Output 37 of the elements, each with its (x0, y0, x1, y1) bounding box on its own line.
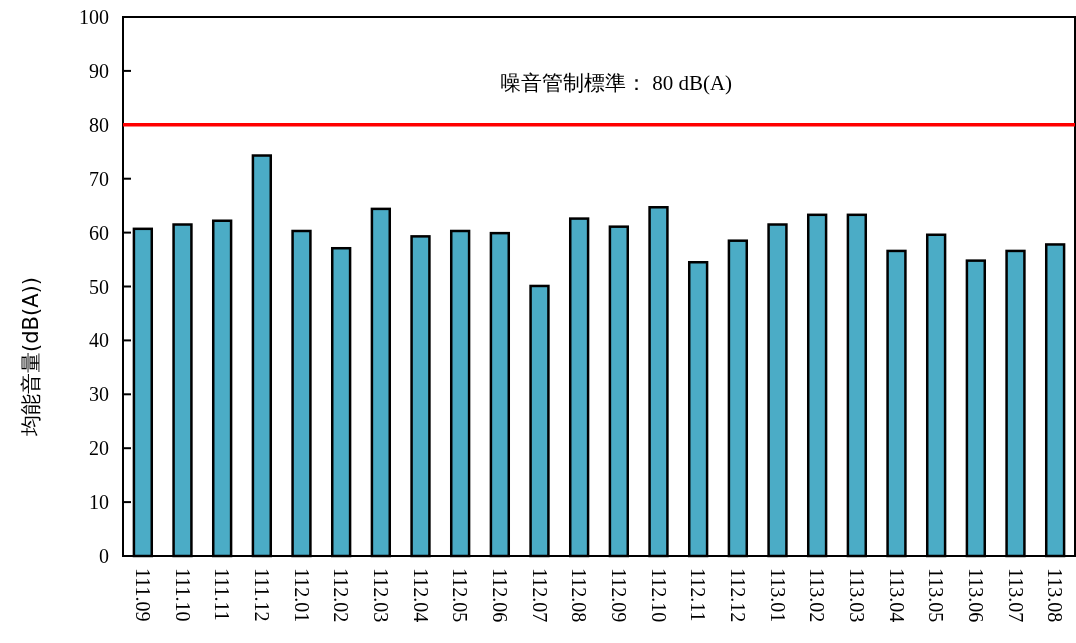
x-tick-label: 111.10 (171, 568, 194, 622)
y-tick-label: 90 (89, 59, 109, 82)
x-tick-label: 112.02 (330, 568, 353, 623)
x-tick-label: 112.05 (449, 568, 472, 623)
x-tick-label: 111.11 (211, 568, 234, 621)
x-tick-label: 112.08 (568, 568, 591, 623)
x-tick-label: 111.09 (131, 568, 154, 622)
x-tick-label: 112.10 (647, 568, 670, 623)
ref-line-label: 噪音管制標準： 80 dB(A) (499, 70, 733, 95)
x-tick-label: 112.03 (369, 568, 392, 623)
x-tick-label: 112.12 (726, 568, 749, 623)
x-tick-label: 113.02 (806, 568, 829, 623)
x-tick-label: 113.06 (964, 568, 987, 623)
y-tick-label: 30 (89, 383, 109, 406)
x-tick-label: 112.01 (290, 568, 313, 623)
x-tick-label: 112.07 (528, 568, 551, 623)
x-tick-label: 113.01 (766, 568, 789, 623)
y-tick-label: 70 (89, 167, 109, 190)
y-tick-label: 50 (89, 275, 109, 298)
x-tick-label: 113.08 (1044, 568, 1067, 623)
x-tick-label: 112.09 (607, 568, 630, 623)
x-tick-label: 113.07 (1004, 568, 1027, 623)
y-tick-label: 60 (89, 221, 109, 244)
x-tick-label: 112.11 (687, 568, 710, 622)
x-tick-label: 111.12 (250, 568, 273, 622)
y-tick-label: 100 (79, 6, 109, 28)
x-tick-label: 113.04 (885, 568, 908, 623)
y-tick-label: 0 (99, 545, 109, 567)
y-tick-label: 20 (89, 437, 109, 460)
y-tick-label: 80 (89, 113, 109, 136)
x-tick-label: 112.04 (409, 568, 432, 623)
x-tick-label: 113.05 (925, 568, 948, 623)
x-tick-label: 112.06 (488, 568, 511, 623)
x-tick-label: 113.03 (845, 568, 868, 623)
y-tick-label: 40 (89, 329, 109, 352)
y-tick-label: 10 (89, 491, 109, 514)
y-axis-title: 均能音量(dB(A)) (19, 277, 43, 437)
